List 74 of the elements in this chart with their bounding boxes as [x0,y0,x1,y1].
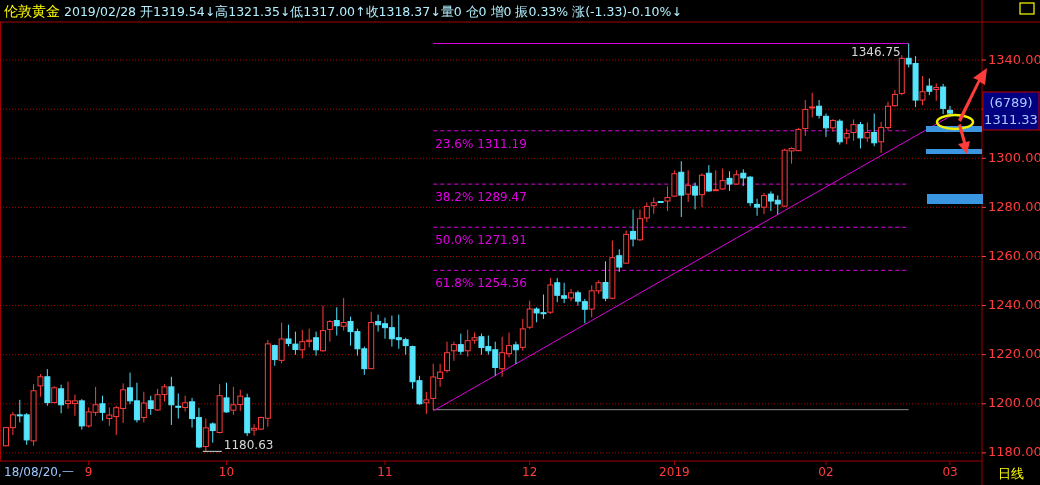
candlestick [616,248,623,273]
candlestick [678,160,685,218]
y-tick-label: 1220.00 [988,346,1040,362]
candlestick [664,185,671,212]
x-tick-label: 02 [818,465,834,479]
text: 18/08/20,一 [4,465,74,479]
candlestick [58,384,65,414]
ref-line-label: 61.8% 1254.36 [435,276,527,291]
text: (6789) [989,95,1033,110]
candlestick [919,75,926,106]
candlestick [726,170,733,192]
candlestick [37,373,44,398]
candlestick [202,418,209,452]
ref-line-label: 1346.75 [851,45,901,60]
candlestick [333,306,340,337]
candlestick [444,341,450,374]
chart-subtitle: 2019/02/28 开1319.54↓高1321.35↓低1317.00↑收1318.37↓量0 仓0 增0 振0.33% 涨(-1.33)-0.10%↓ [64,4,682,19]
candlestick [319,305,326,353]
candlestick [313,331,320,357]
candlestick [760,192,767,215]
candlestick [850,118,857,142]
candlestick [698,172,705,208]
x-tick-label: 11 [377,465,393,479]
x-tick-label: 03 [942,465,958,479]
candlestick [223,382,230,414]
candlestick [168,376,175,426]
y-tick-label: 1180.00 [988,444,1040,460]
annotation: 1180.63 [223,438,274,453]
y-tick-label: 1200.00 [988,395,1040,411]
candlestick [423,391,430,415]
candlestick [326,319,333,343]
x-tick-label: 10 [218,465,235,479]
candlestick [705,164,712,193]
y-tick-label: 1240.00 [988,297,1040,313]
candlestick [147,395,154,416]
candlestick [457,333,464,356]
chart-title: 伦敦黄金 [4,3,60,19]
candlestick [175,392,182,420]
candlestick [857,121,864,149]
candlestick [822,113,829,138]
candlestick [671,169,678,198]
candlestick [864,121,871,143]
candlestick [630,209,637,247]
candlestick [278,322,285,364]
candlestick [836,118,843,146]
candlestick [209,421,216,444]
candlestick [754,198,761,217]
candlestick [802,99,809,137]
ref-line-label: 50.0% 1271.91 [435,233,527,248]
candlestick [512,341,519,365]
x-tick-label: 12 [522,465,538,479]
y-tick-label: 1260.00 [988,247,1040,263]
ref-line-label: 23.6% 1311.19 [435,136,527,151]
y-tick-label: 1300.00 [988,149,1040,165]
x-tick-label: 2019 [659,465,690,479]
candlestick [871,113,878,147]
candlestick [340,297,347,332]
text: 日线 [998,466,1024,481]
candlestick [526,300,533,330]
candlestick [940,83,947,115]
candlestick [519,318,526,352]
x-tick-label: 9 [84,465,93,479]
candlestick [140,391,147,423]
candlestick [99,395,106,422]
ref-line-label: 38.2% 1289.47 [435,190,527,205]
y-tick-label: 1280.00 [988,198,1040,214]
candlestick [692,182,699,210]
candlestick [602,260,609,302]
candlestick [809,92,816,119]
candlestick [816,99,823,119]
candlestick [685,169,692,203]
y-tick-label: 1340.00 [988,51,1040,67]
text: 1311.33 [984,112,1038,127]
candlestick [450,341,457,362]
